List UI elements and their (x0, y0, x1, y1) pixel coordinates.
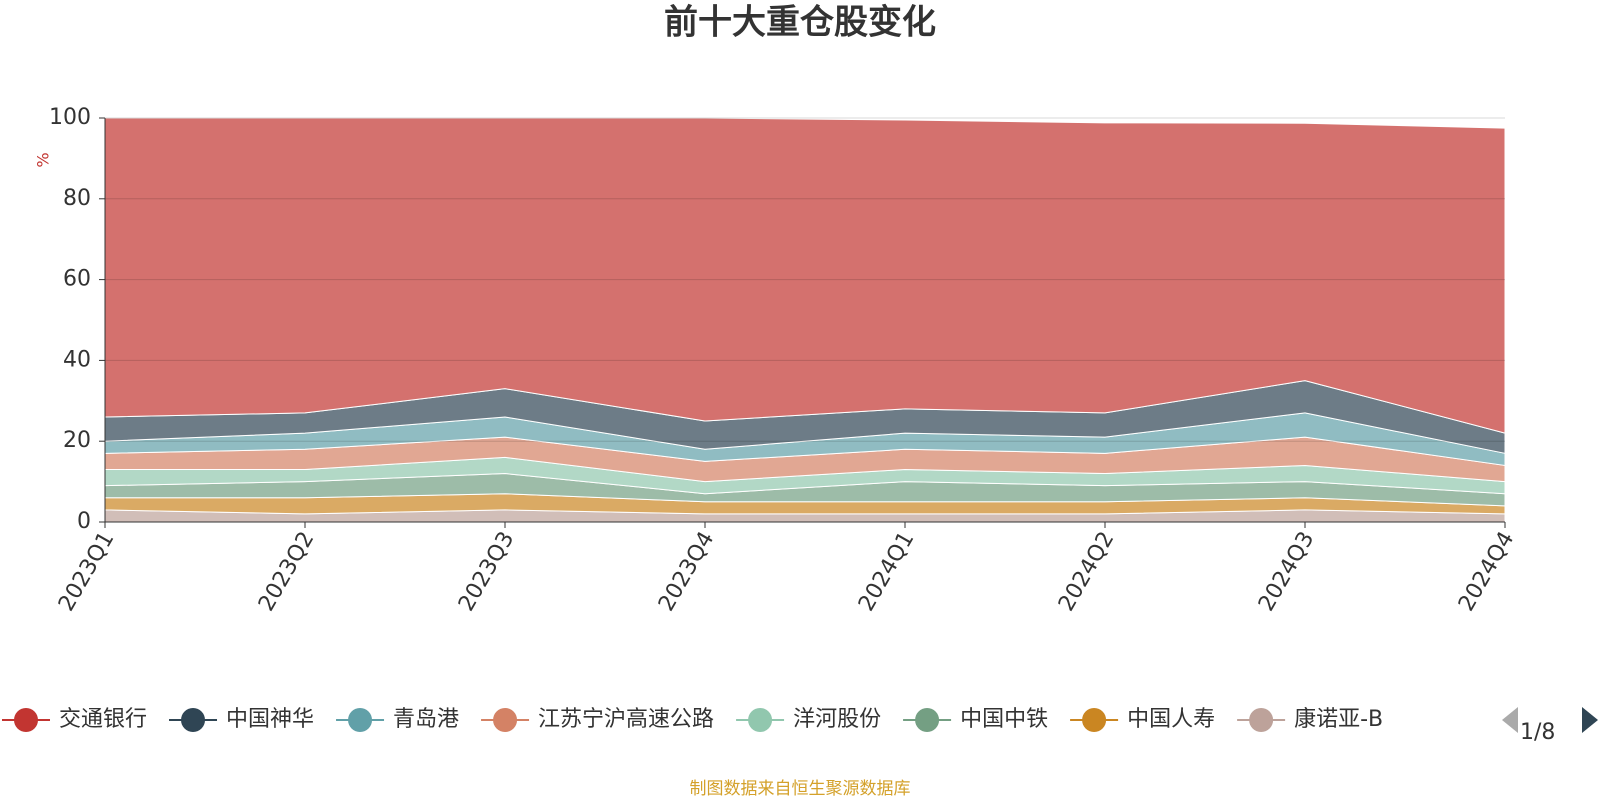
x-tick-label: 2024Q3 (1254, 528, 1319, 616)
x-tick-label: 2023Q1 (54, 528, 119, 616)
x-tick-label: 2023Q2 (254, 528, 319, 616)
legend-item[interactable]: 中国人寿 (1070, 707, 1215, 732)
legend-label: 江苏宁沪高速公路 (538, 707, 714, 732)
legend-next[interactable] (1582, 707, 1598, 733)
legend-item[interactable]: 江苏宁沪高速公路 (481, 707, 714, 732)
legend-symbol (181, 708, 206, 732)
legend-label: 中国中铁 (960, 707, 1048, 732)
legend-label: 中国神华 (226, 707, 314, 732)
y-tick-label: 100 (49, 105, 91, 130)
x-tick-label: 2024Q1 (854, 528, 919, 616)
y-tick-label: 40 (63, 347, 91, 372)
y-axis-label: % (34, 152, 53, 167)
x-tick-label: 2023Q3 (454, 528, 519, 616)
legend-label: 康诺亚-B (1294, 707, 1383, 732)
source-note: 制图数据来自恒生聚源数据库 (690, 779, 911, 799)
legend-label: 交通银行 (59, 707, 147, 732)
legend-prev[interactable] (1502, 707, 1518, 733)
legend-symbol (348, 708, 373, 732)
legend-symbol (748, 708, 773, 732)
legend-symbol (14, 708, 38, 732)
y-tick-label: 60 (63, 267, 91, 292)
legend-page: 1/8 (1520, 720, 1555, 745)
legend-item[interactable]: 洋河股份 (736, 707, 881, 732)
legend-symbol (1082, 708, 1107, 732)
x-tick-label: 2023Q4 (654, 528, 719, 616)
legend-symbol (915, 708, 940, 732)
legend-item[interactable]: 交通银行 (2, 707, 147, 732)
legend-symbol (1249, 708, 1274, 732)
x-tick-label: 2024Q4 (1454, 528, 1519, 616)
legend-label: 中国人寿 (1127, 707, 1215, 732)
legend-label: 青岛港 (393, 707, 459, 732)
y-tick-label: 80 (63, 186, 91, 211)
legend-item[interactable]: 青岛港 (336, 707, 459, 732)
x-tick-label: 2024Q2 (1054, 528, 1119, 616)
area (104, 117, 1506, 434)
chart-title: 前十大重仓股变化 (664, 3, 936, 43)
y-tick-label: 0 (77, 509, 91, 534)
legend-item[interactable]: 中国神华 (169, 707, 314, 732)
legend-label: 洋河股份 (793, 707, 881, 732)
legend-item[interactable]: 中国中铁 (903, 707, 1048, 732)
y-tick-label: 20 (63, 428, 91, 453)
legend-symbol (493, 708, 518, 732)
legend-item[interactable]: 康诺亚-B (1237, 707, 1383, 732)
